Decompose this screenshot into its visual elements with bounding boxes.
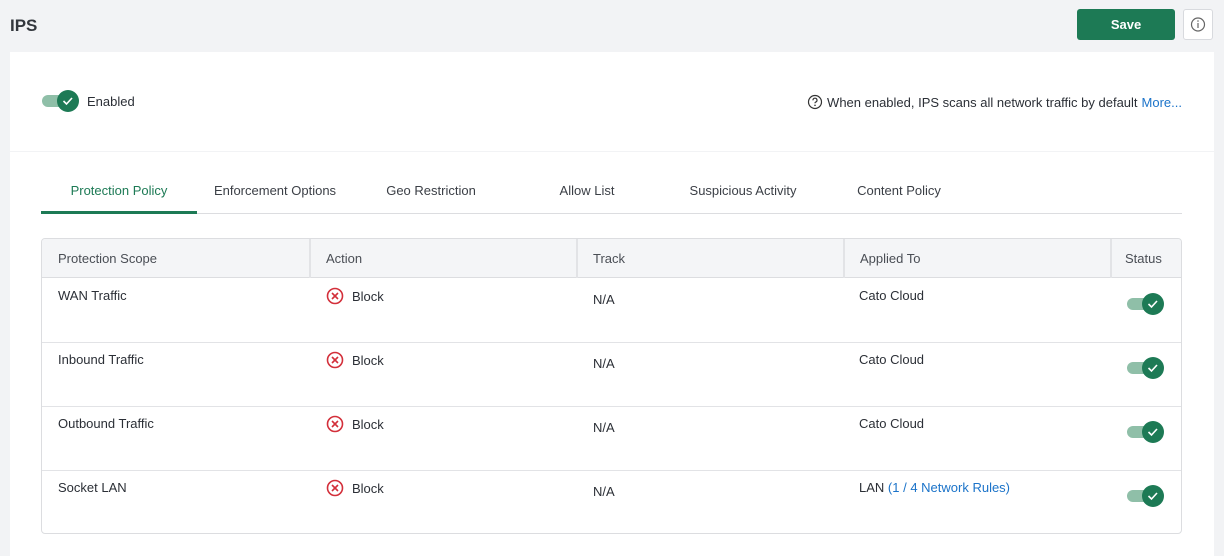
column-header: Status <box>1125 251 1162 266</box>
more-link[interactable]: More... <box>1141 94 1182 110</box>
column-separator <box>576 239 578 278</box>
applied-to-text: LAN <box>859 480 885 495</box>
track-cell: N/A <box>593 420 615 435</box>
info-line: When enabled, IPS scans all network traf… <box>807 94 1182 110</box>
network-rules-link[interactable]: (1 / 4 Network Rules) <box>887 480 1011 495</box>
info-icon <box>1190 17 1206 32</box>
scope-cell: Socket LAN <box>58 480 127 495</box>
row-divider <box>42 406 1181 407</box>
active-tab-indicator <box>41 211 197 214</box>
save-button[interactable]: Save <box>1077 9 1175 40</box>
column-header: Protection Scope <box>58 251 158 266</box>
enabled-label: Enabled <box>87 94 135 109</box>
tab[interactable]: Allow List <box>559 183 615 198</box>
table-header: Protection Scope Action Track Applied To Sta… <box>42 239 1181 278</box>
tab[interactable]: Suspicious Activity <box>689 183 797 198</box>
applied-to-cell: LAN (1 / 4 Network Rules) <box>859 480 1010 495</box>
tab[interactable]: Enforcement Options <box>213 183 337 198</box>
status-toggle[interactable] <box>1126 484 1166 511</box>
block-icon <box>326 479 344 500</box>
scope-cell: WAN Traffic <box>58 288 127 303</box>
tab[interactable]: Geo Restriction <box>386 183 476 198</box>
scope-cell: Outbound Traffic <box>58 416 154 431</box>
status-card <box>10 52 1214 151</box>
block-icon <box>326 287 344 308</box>
applied-to-text: Cato Cloud <box>859 288 925 303</box>
policy-table: Protection Scope Action Track Applied To Sta… <box>41 238 1182 534</box>
action-cell: Block <box>352 481 384 496</box>
status-toggle[interactable] <box>1126 420 1166 447</box>
action-cell: Block <box>352 353 384 368</box>
row-divider <box>42 342 1181 343</box>
action-cell: Block <box>352 417 384 432</box>
info-text: When enabled, IPS scans all network traf… <box>827 94 1138 110</box>
column-header: Track <box>593 251 626 266</box>
applied-to-cell: Cato Cloud <box>859 352 924 367</box>
column-separator <box>1110 239 1112 278</box>
tab[interactable]: Content Policy <box>857 183 941 198</box>
tab-divider <box>41 213 1182 214</box>
info-button[interactable] <box>1183 9 1213 40</box>
scope-cell: Inbound Traffic <box>58 352 144 367</box>
row-divider <box>42 470 1181 471</box>
block-icon <box>326 415 344 436</box>
track-cell: N/A <box>593 356 615 371</box>
track-cell: N/A <box>593 484 615 499</box>
track-cell: N/A <box>593 292 615 307</box>
enabled-toggle[interactable] <box>41 89 81 113</box>
column-header: Applied To <box>860 251 921 266</box>
status-toggle[interactable] <box>1126 356 1166 383</box>
applied-to-cell: Cato Cloud <box>859 416 924 431</box>
page-title: IPS <box>10 16 38 35</box>
column-header: Action <box>326 251 363 266</box>
applied-to-text: Cato Cloud <box>859 352 925 367</box>
status-toggle[interactable] <box>1126 292 1166 319</box>
applied-to-cell: Cato Cloud <box>859 288 924 303</box>
help-icon <box>807 94 823 110</box>
applied-to-text: Cato Cloud <box>859 416 925 431</box>
action-cell: Block <box>352 289 384 304</box>
column-separator <box>843 239 845 278</box>
tab[interactable]: Protection Policy <box>70 183 168 198</box>
block-icon <box>326 351 344 372</box>
column-separator <box>309 239 311 278</box>
